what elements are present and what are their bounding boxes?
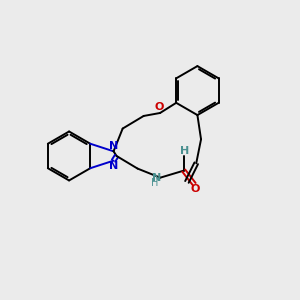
Text: H: H bbox=[180, 146, 189, 156]
Text: N: N bbox=[109, 161, 118, 171]
Text: H: H bbox=[151, 178, 158, 188]
Text: O: O bbox=[191, 184, 200, 194]
Text: O: O bbox=[155, 102, 164, 112]
Text: N: N bbox=[109, 141, 118, 151]
Text: N: N bbox=[152, 173, 161, 183]
